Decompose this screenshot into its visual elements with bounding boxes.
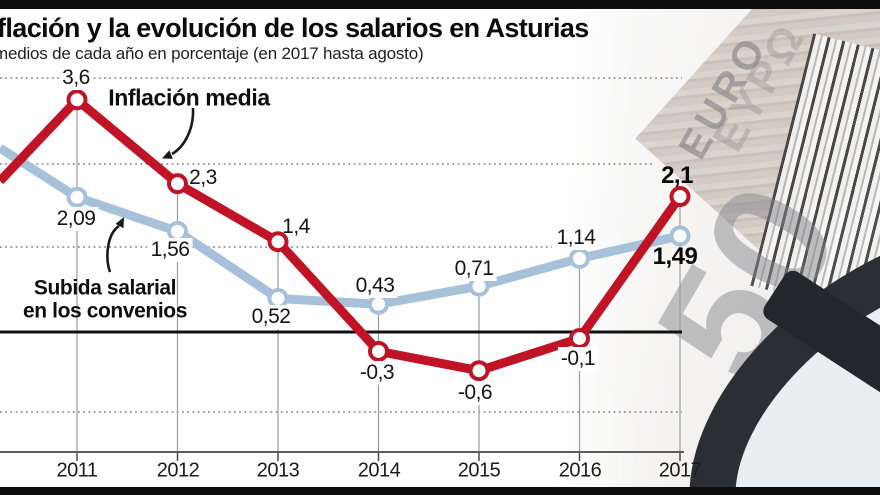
series-label-subida-salarial-line2: en los convenios [23, 299, 187, 323]
top-rule [0, 0, 880, 9]
bottom-rule [0, 487, 880, 495]
point-label-salarios-2013: 0,52 [248, 305, 294, 329]
series-label-subida-salarial-line1: Subida salarial [33, 276, 177, 300]
x-axis-label-2013: 2013 [256, 459, 300, 482]
point-label-inflacion-2011: 3,6 [59, 66, 93, 90]
point-label-salarios-2017: 1,49 [652, 243, 698, 270]
x-axis-label-2012: 2012 [156, 459, 200, 482]
chart-subtitle: medios de cada año en porcentaje (en 201… [0, 44, 424, 63]
x-axis-label-2016: 2016 [558, 459, 602, 482]
point-label-salarios-2016: 1,14 [553, 226, 599, 250]
point-label-inflacion-2012: 2,3 [189, 166, 217, 189]
x-axis-label-2017: 2017 [658, 459, 702, 482]
point-label-salarios-2012: 1,56 [147, 238, 193, 262]
euro-banknote-photo: ΕΥΡΩ EURO 50 [548, 9, 880, 487]
chart-title: flación y la evolución de los salarios e… [0, 13, 589, 43]
point-label-inflacion-2013: 1,4 [282, 215, 310, 238]
x-axis-label-2011: 2011 [56, 459, 98, 482]
series-label-inflacion-media: Inflación media [108, 84, 270, 111]
x-axis-label-2015: 2015 [457, 459, 501, 482]
point-label-inflacion-2017: 2,1 [661, 162, 693, 189]
point-label-inflacion-2016: -0,1 [557, 347, 599, 371]
point-label-salarios-2011: 2,09 [53, 207, 99, 231]
point-label-salarios-2015: 0,71 [451, 257, 497, 281]
photo-dark-shapes [689, 220, 880, 487]
point-label-inflacion-2014: -0,3 [356, 361, 398, 385]
point-label-inflacion-2015: -0,6 [454, 381, 496, 405]
x-axis-label-2014: 2014 [357, 459, 401, 482]
point-label-salarios-2014: 0,43 [352, 274, 398, 298]
